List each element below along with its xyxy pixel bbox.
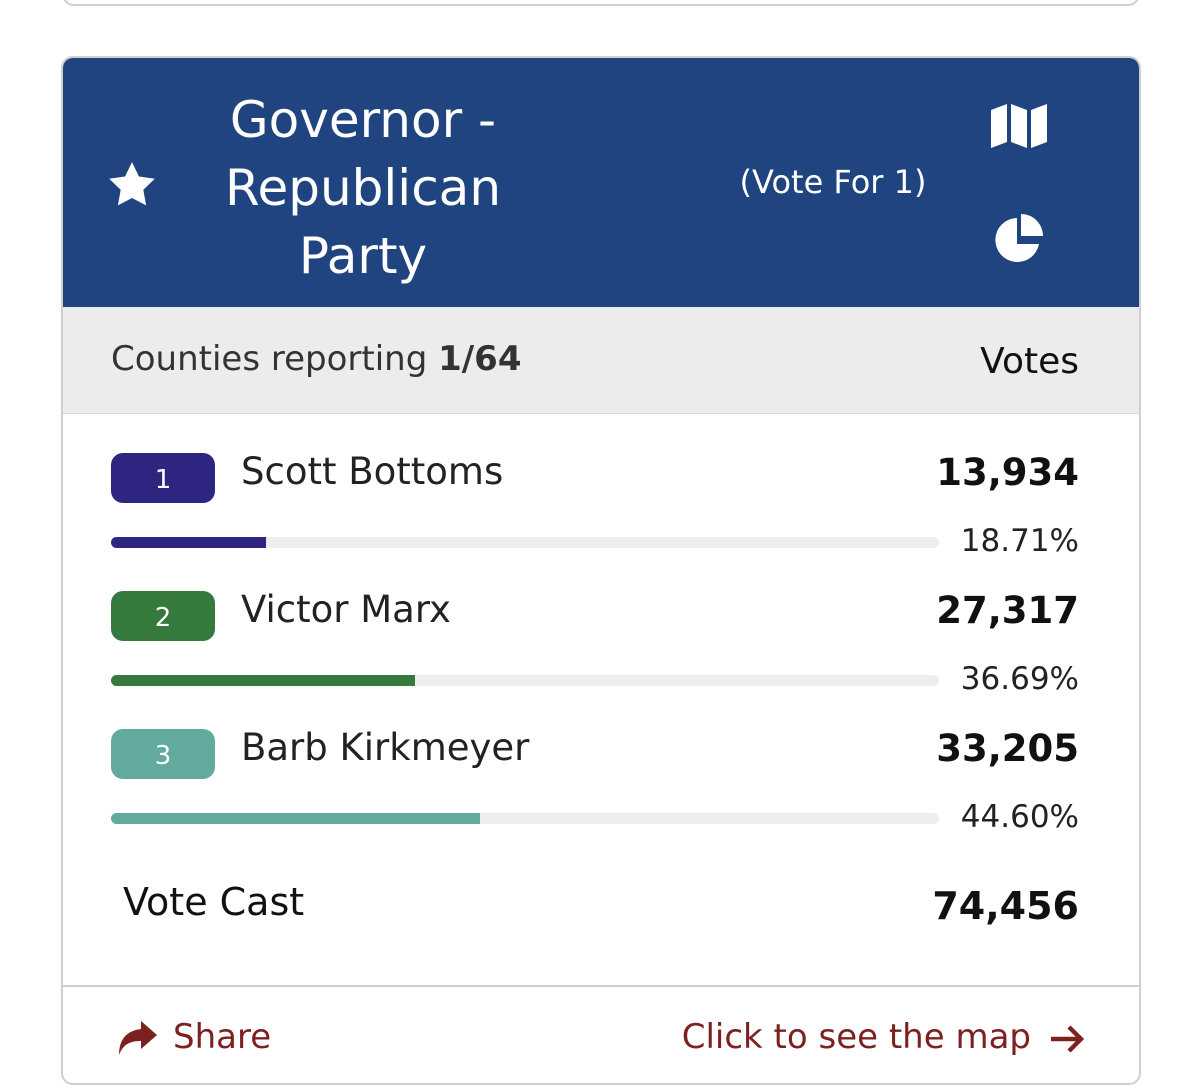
share-icon[interactable] (117, 1021, 157, 1055)
candidate-name: Barb Kirkmeyer (241, 726, 530, 769)
total-value: 74,456 (932, 884, 1079, 928)
card-footer: Share Click to see the map (63, 985, 1139, 1083)
share-link[interactable]: Share (173, 1017, 272, 1057)
rank-badge: 3 (111, 729, 215, 779)
progress-track (111, 813, 939, 824)
favorite-star[interactable] (105, 160, 159, 210)
candidate-row: 3 Barb Kirkmeyer 33,205 44.60% (63, 726, 1139, 859)
candidate-percent: 18.71% (960, 523, 1079, 559)
candidate-row: 1 Scott Bottoms 13,934 18.71% (63, 450, 1139, 583)
map-link[interactable]: Click to see the map (681, 1017, 1031, 1057)
candidate-percent: 44.60% (960, 799, 1079, 835)
chart-icon[interactable] (993, 214, 1045, 266)
previous-card (62, 0, 1140, 6)
candidate-name: Scott Bottoms (241, 450, 504, 493)
summary-bar: Counties reporting 1/64 Votes (63, 307, 1139, 414)
candidate-list: 1 Scott Bottoms 13,934 18.71% 2 Victor Marx 27… (63, 413, 1139, 983)
vote-for: (Vote For 1) (739, 163, 927, 201)
counties-label: Counties reporting (111, 339, 428, 379)
result-card: Governor - Republican Party (Vote For 1)… (61, 56, 1141, 1085)
candidate-row: 2 Victor Marx 27,317 36.69% (63, 588, 1139, 721)
rank-badge: 2 (111, 591, 215, 641)
card-header: Governor - Republican Party (Vote For 1) (63, 58, 1139, 307)
map-icon[interactable] (991, 104, 1047, 148)
counties-reporting: Counties reporting 1/64 (111, 339, 521, 379)
candidate-name: Victor Marx (241, 588, 451, 631)
arrow-icon[interactable] (1049, 1023, 1085, 1055)
total-label: Vote Cast (123, 880, 305, 924)
progress-track (111, 675, 939, 686)
votes-header: Votes (980, 341, 1079, 382)
candidate-votes: 33,205 (936, 727, 1079, 770)
progress-fill (111, 537, 266, 548)
candidate-votes: 27,317 (936, 589, 1079, 632)
counties-value: 1/64 (438, 339, 522, 379)
rank-badge: 1 (111, 453, 215, 503)
candidate-percent: 36.69% (960, 661, 1079, 697)
candidate-votes: 13,934 (936, 451, 1079, 494)
contest-title: Governor - Republican Party (224, 91, 502, 285)
progress-track (111, 537, 939, 548)
progress-fill (111, 813, 481, 824)
progress-fill (111, 675, 415, 686)
